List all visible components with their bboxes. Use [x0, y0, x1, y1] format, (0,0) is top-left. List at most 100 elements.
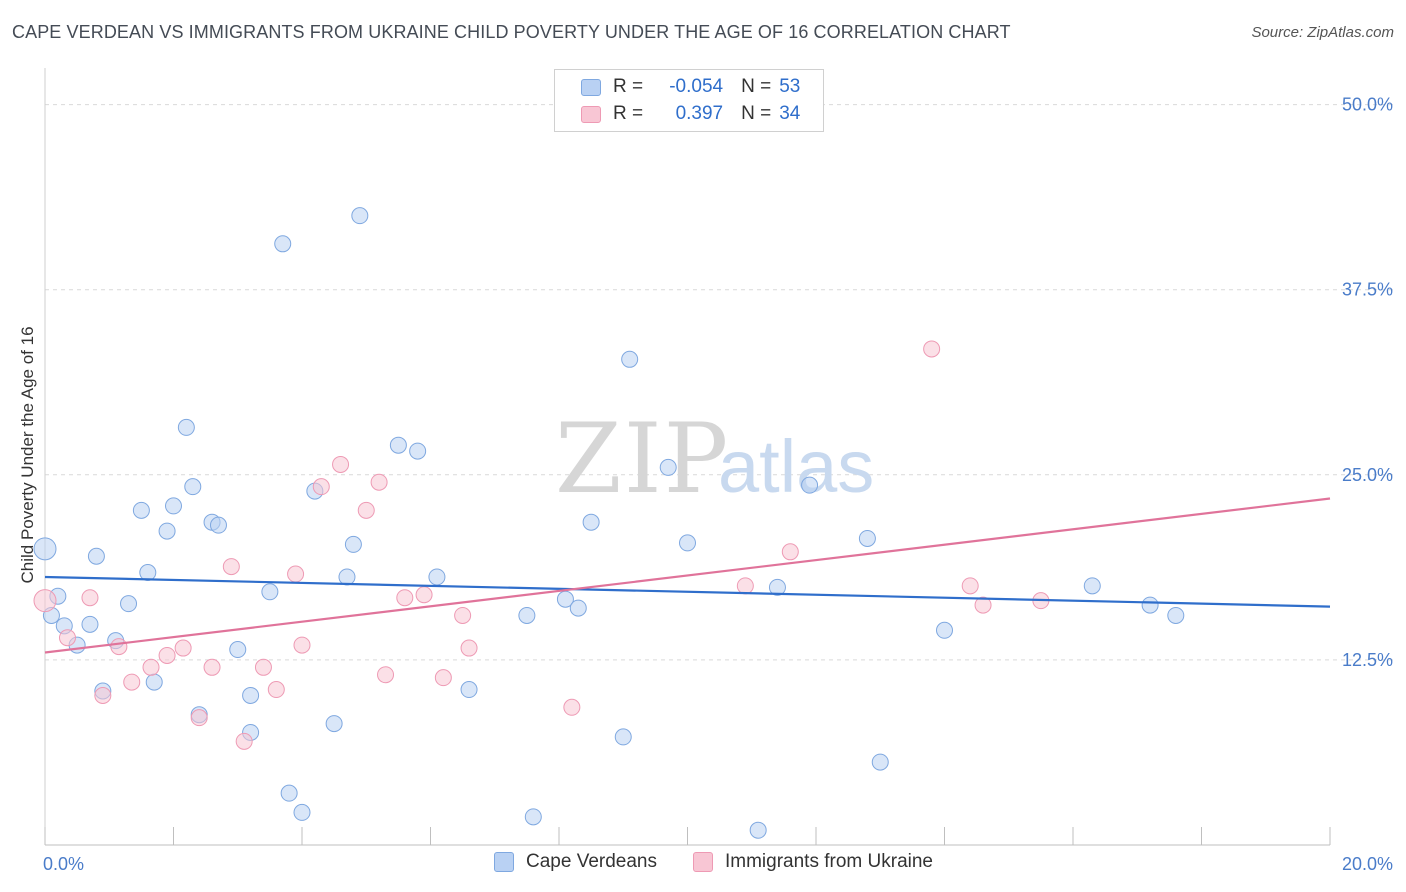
ukraine-point-8: [174, 639, 192, 657]
ukraine-point-18: [332, 455, 350, 473]
cape-verdean-point-30: [344, 535, 362, 553]
cape-verdean-point-0: [33, 537, 57, 561]
cape-verdean-point-31: [351, 207, 369, 225]
cape-verdean-point-45: [749, 821, 767, 839]
ukraine-point-2: [81, 589, 99, 607]
ukraine-point-24: [434, 669, 452, 687]
ukraine-point-22: [396, 589, 414, 607]
ukraine-point-14: [267, 681, 285, 699]
legend-n-value: 53: [779, 76, 801, 97]
legend-r-label: R =: [613, 103, 644, 124]
cape-verdean-point-41: [614, 728, 632, 746]
watermark-atlas: atlas: [718, 425, 874, 508]
series-immigrants-from-ukraine: [33, 340, 1050, 750]
cape-verdean-point-11: [139, 564, 157, 582]
series-legend: Cape Verdeans Immigrants from Ukraine: [0, 851, 1406, 877]
cape-verdean-point-47: [801, 476, 819, 494]
cape-verdean-point-53: [1167, 606, 1185, 624]
cape-verdean-point-20: [229, 641, 247, 659]
cape-verdean-point-49: [871, 753, 889, 771]
legend-item-cape-verdeans: Cape Verdeans: [494, 851, 657, 873]
cape-verdean-point-50: [936, 621, 953, 639]
cape-verdean-point-51: [1083, 577, 1101, 595]
cape-verdean-point-44: [679, 534, 696, 552]
ukraine-point-21: [377, 666, 395, 684]
cape-verdean-point-35: [460, 681, 478, 699]
legend-item-immigrants-from-ukraine: Immigrants from Ukraine: [693, 851, 933, 873]
ukraine-point-30: [923, 340, 941, 358]
cape-verdean-point-37: [524, 808, 542, 826]
source-credit: Source: ZipAtlas.com: [1251, 24, 1394, 41]
ukraine-point-13: [254, 658, 272, 676]
series-cape-verdeans: [33, 207, 1185, 839]
legend-r-value: 0.397: [675, 103, 724, 124]
cape-verdean-point-21: [242, 686, 260, 704]
cape-verdean-point-32: [389, 436, 407, 454]
cape-verdean-point-34: [428, 568, 446, 586]
ukraine-point-32: [974, 596, 992, 614]
legend-label-cape-verdeans: Cape Verdeans: [526, 851, 657, 872]
cape-verdean-point-9: [120, 595, 138, 613]
cape-verdean-point-28: [325, 715, 343, 733]
ukraine-point-10: [203, 658, 221, 676]
cape-verdean-point-13: [158, 522, 176, 540]
y-tick-label: 37.5%: [1342, 280, 1393, 300]
legend-swatch-blue: [581, 78, 601, 96]
cape-verdean-point-26: [293, 803, 311, 821]
cape-verdean-point-29: [338, 568, 356, 586]
cape-verdean-point-52: [1141, 596, 1159, 614]
chart-title: CAPE VERDEAN VS IMMIGRANTS FROM UKRAINE …: [12, 22, 1011, 42]
ukraine-point-1: [58, 629, 76, 647]
trend-line-immigrants-from-ukraine: [44, 497, 1331, 654]
y-axis-label: Child Poverty Under the Age of 16: [18, 326, 37, 583]
legend-swatch-blue: [494, 852, 514, 872]
watermark-zip: ZIP: [555, 403, 730, 515]
ukraine-point-17: [312, 478, 330, 496]
ukraine-point-19: [357, 501, 375, 519]
cape-verdean-point-6: [87, 547, 105, 565]
x-tick-labels: 0.0% 20.0%: [43, 854, 1393, 874]
ukraine-point-25: [454, 606, 472, 624]
cape-verdean-point-12: [145, 673, 163, 691]
correlation-legend: R = -0.054 N = 53 R = 0.397 N = 34: [554, 69, 824, 132]
y-tick-label: 25.0%: [1342, 465, 1393, 485]
ukraine-point-11: [222, 558, 240, 576]
cape-verdean-point-23: [261, 583, 279, 601]
ukraine-point-15: [287, 565, 305, 583]
legend-n-label: N =: [741, 103, 772, 124]
legend-swatch-pink: [581, 105, 601, 123]
cape-verdean-point-15: [177, 418, 195, 436]
legend-row-cape-verdeans: R = -0.054 N = 53: [581, 75, 800, 99]
ukraine-point-12: [235, 732, 253, 750]
y-tick-label: 50.0%: [1342, 95, 1393, 115]
cape-verdean-point-10: [132, 501, 150, 519]
legend-row-immigrants-from-ukraine: R = 0.397 N = 34: [581, 102, 800, 126]
ukraine-point-7: [158, 646, 176, 664]
cape-verdean-point-42: [621, 350, 639, 368]
cape-verdean-point-33: [409, 442, 427, 460]
cape-verdean-point-46: [768, 578, 786, 596]
ukraine-point-3: [94, 686, 112, 704]
watermark: ZIP atlas: [555, 403, 874, 515]
cape-verdean-point-36: [518, 606, 536, 624]
x-tick-label-left: 0.0%: [43, 854, 84, 874]
ukraine-point-4: [110, 638, 128, 656]
axes: [44, 68, 1331, 846]
ukraine-point-29: [781, 543, 799, 561]
cape-verdean-point-39: [569, 599, 587, 617]
ukraine-point-26: [460, 639, 478, 657]
legend-swatch-pink: [693, 852, 713, 872]
ukraine-point-16: [293, 636, 311, 654]
cape-verdean-point-40: [582, 513, 600, 531]
ukraine-point-0: [33, 589, 57, 613]
legend-label-immigrants-from-ukraine: Immigrants from Ukraine: [725, 851, 933, 872]
legend-n-label: N =: [741, 76, 772, 97]
y-tick-labels: 12.5% 25.0% 37.5% 50.0%: [1342, 95, 1393, 670]
trend-lines: [44, 497, 1331, 654]
y-tick-label: 12.5%: [1342, 650, 1393, 670]
ukraine-point-28: [736, 577, 754, 595]
cape-verdean-point-19: [209, 516, 227, 534]
cape-verdean-point-43: [659, 458, 677, 476]
trend-line-cape-verdeans: [44, 575, 1331, 608]
